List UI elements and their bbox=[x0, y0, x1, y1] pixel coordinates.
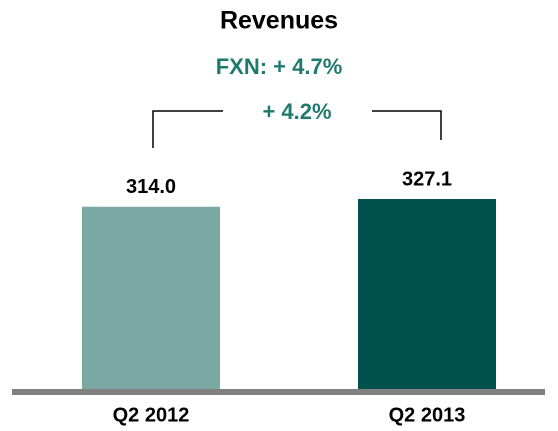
x-tick-label: Q2 2013 bbox=[389, 404, 466, 426]
chart-title: Revenues bbox=[220, 7, 338, 35]
bracket bbox=[152, 110, 223, 148]
baseline bbox=[12, 389, 545, 395]
x-tick-label: Q2 2012 bbox=[113, 404, 190, 426]
annotation: + 4.2% bbox=[262, 99, 331, 124]
annotation: FXN: + 4.7% bbox=[216, 54, 343, 79]
bracket bbox=[372, 110, 442, 140]
bar bbox=[358, 199, 496, 392]
bar bbox=[82, 206, 220, 392]
data-label: 327.1 bbox=[402, 168, 452, 190]
data-label: 314.0 bbox=[126, 176, 176, 198]
